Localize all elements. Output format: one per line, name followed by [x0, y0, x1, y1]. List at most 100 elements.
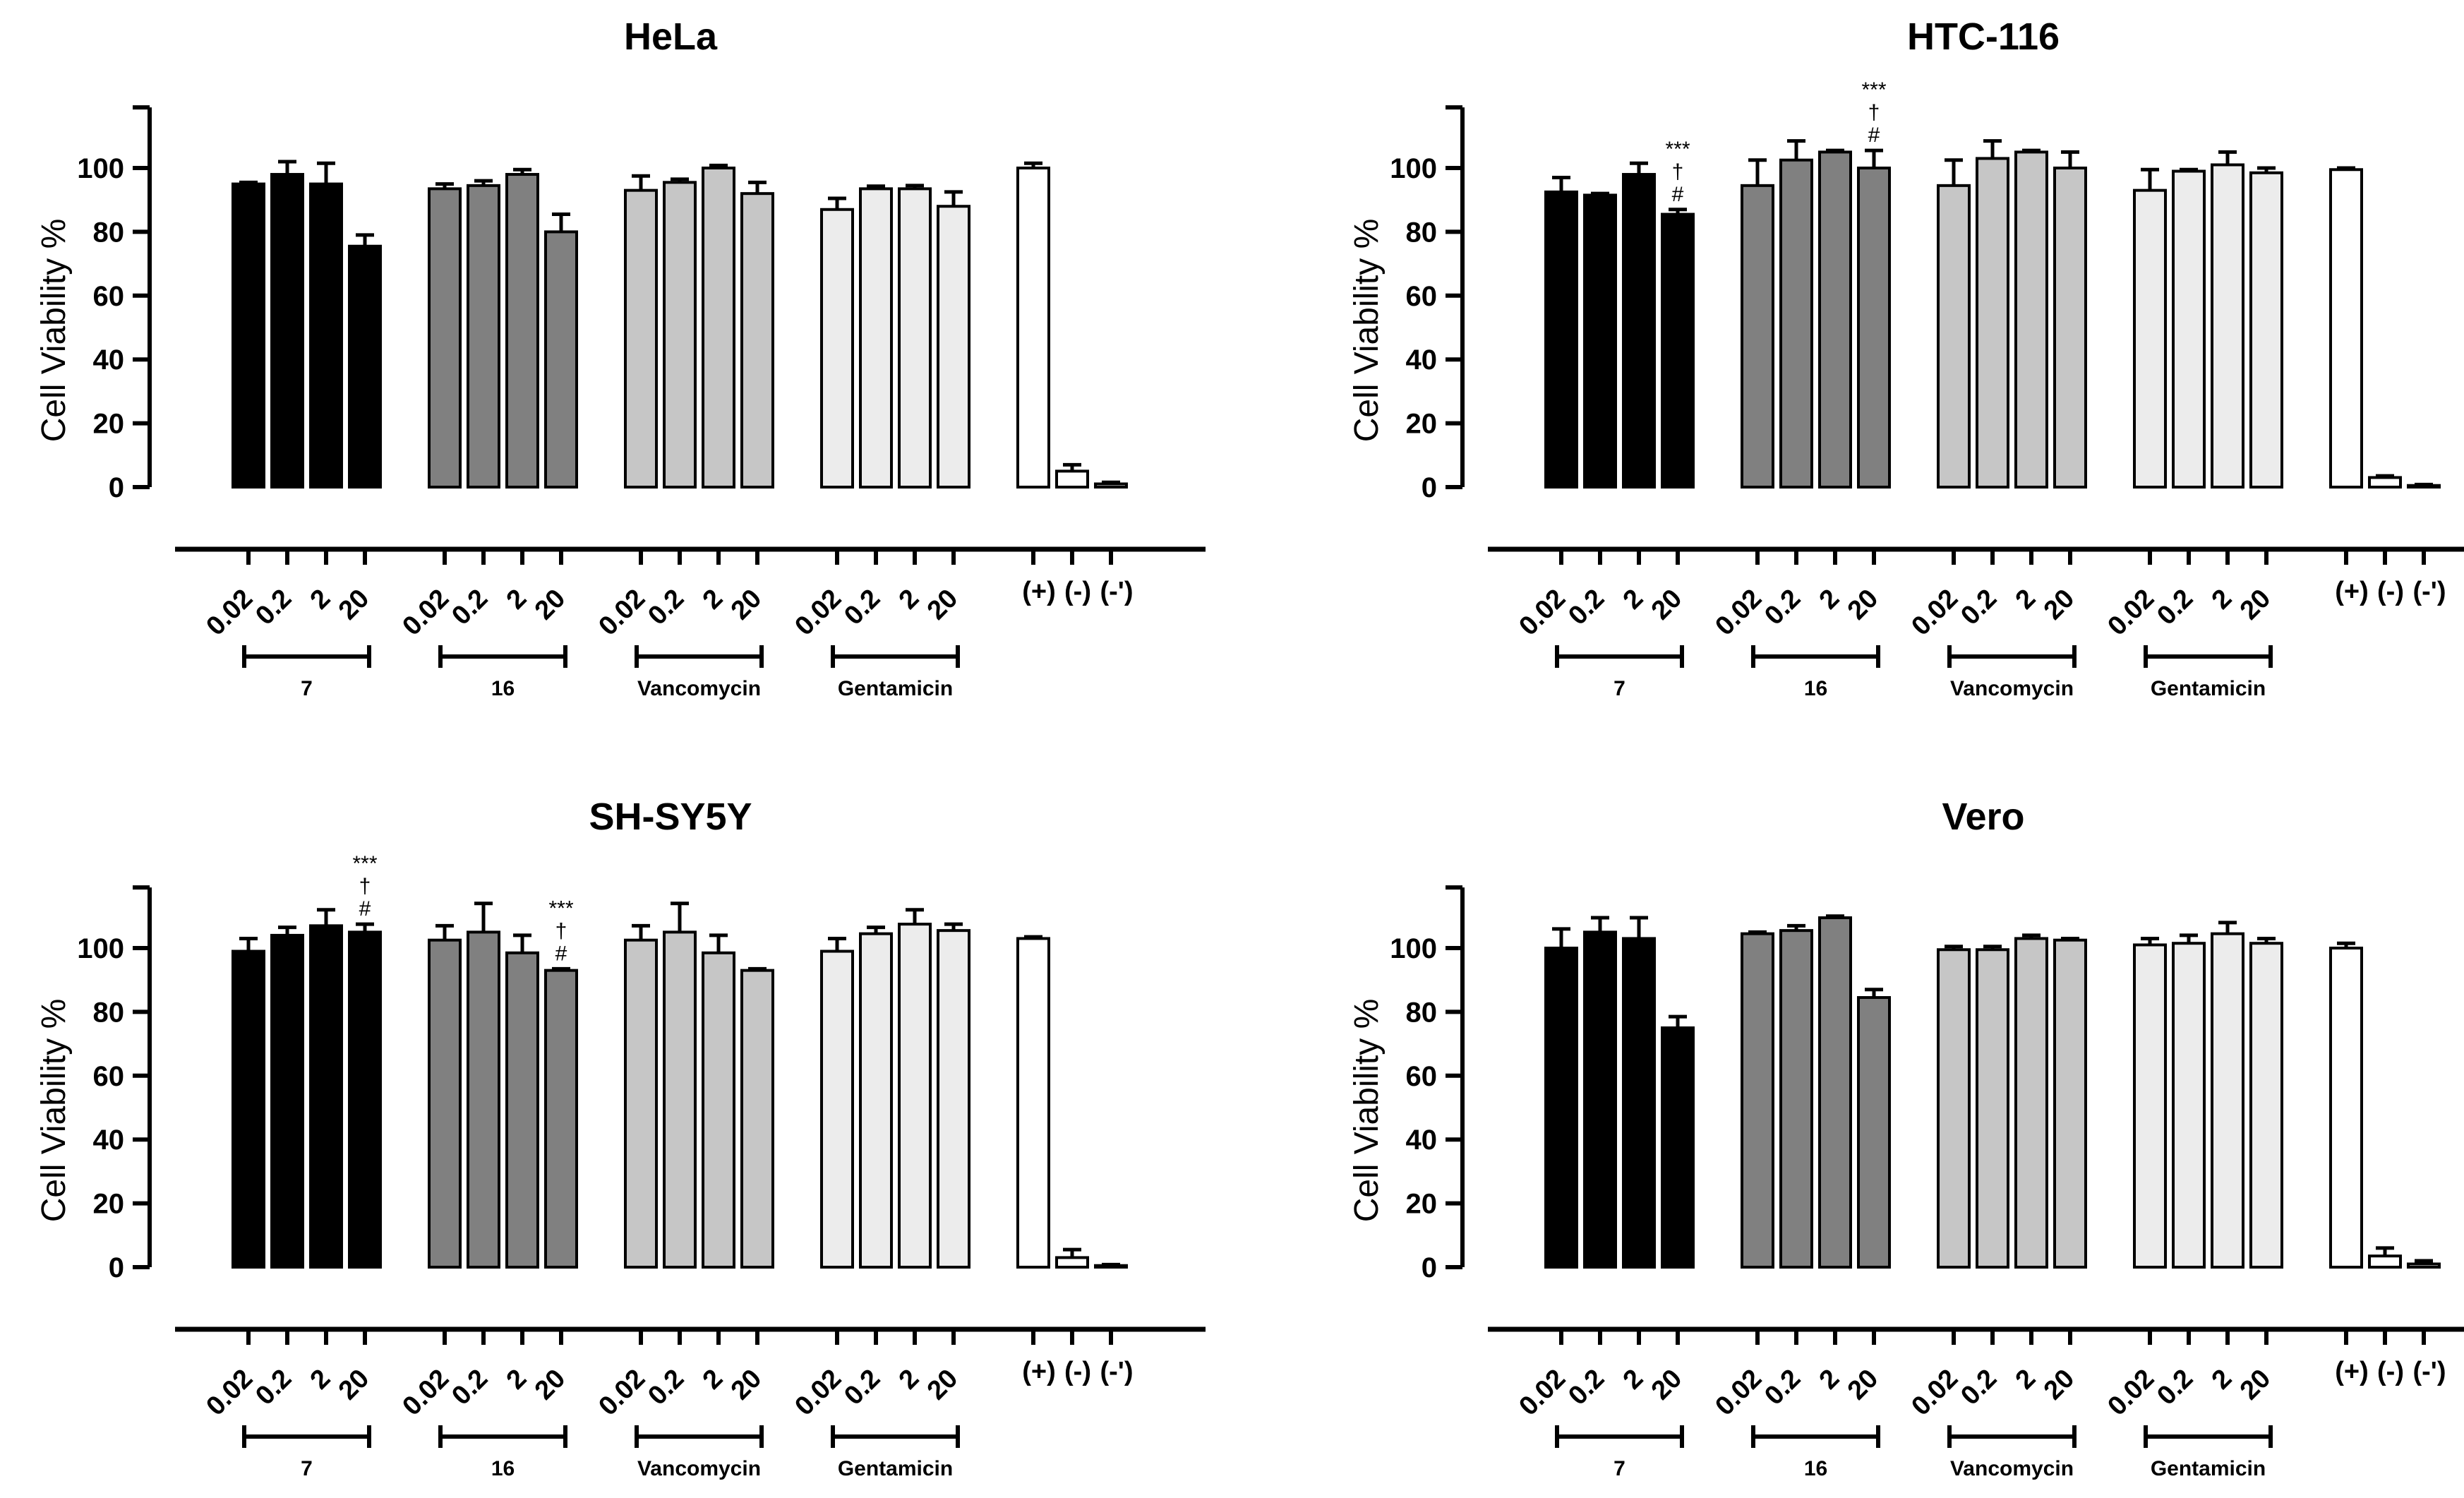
x-tick-label: 0.2 — [250, 584, 297, 631]
bar — [505, 951, 539, 1269]
bar — [467, 930, 500, 1269]
bar — [1583, 193, 1617, 489]
significance-mark: † — [359, 875, 371, 898]
significance-mark: *** — [548, 897, 573, 920]
x-tick-label: 2 — [697, 1364, 729, 1396]
bar — [309, 182, 343, 489]
x-tick-label: 20 — [1646, 1364, 1688, 1406]
bar — [1544, 190, 1578, 489]
group-label: 7 — [1613, 1457, 1625, 1480]
bar — [1857, 996, 1891, 1269]
y-tick-label: 60 — [1406, 1061, 1438, 1092]
x-tick-label: (+) — [2335, 1357, 2369, 1386]
group-label: Gentamicin — [2151, 677, 2266, 700]
bar — [428, 187, 462, 489]
bar — [624, 938, 658, 1269]
chart-title: HTC-116 — [1907, 16, 2060, 58]
x-tick-label: 0.2 — [446, 1364, 493, 1411]
x-tick-label: 0.2 — [446, 584, 493, 631]
x-tick-label: 0.02 — [593, 1364, 651, 1422]
x-tick-label: 20 — [529, 1364, 572, 1406]
bar — [544, 230, 578, 489]
bar — [2053, 167, 2087, 489]
x-tick-label: 0.02 — [1906, 1364, 1964, 1422]
bar — [1055, 1256, 1089, 1269]
bar — [1937, 948, 1971, 1269]
x-tick-label: 20 — [1646, 584, 1688, 626]
x-tick-label: 0.2 — [642, 1364, 690, 1411]
x-tick-label: 20 — [922, 1364, 964, 1406]
x-tick-label: 20 — [2235, 584, 2277, 626]
bar — [1976, 157, 2009, 489]
chart-title: SH-SY5Y — [589, 796, 752, 838]
x-tick-label: 0.02 — [397, 584, 455, 642]
y-tick-label: 100 — [1390, 933, 1437, 964]
x-tick-label: 0.2 — [1759, 1364, 1806, 1411]
bar — [624, 188, 658, 489]
bar — [1857, 167, 1891, 489]
bar — [232, 182, 265, 489]
y-tick-label: 40 — [1406, 344, 1438, 376]
x-tick-label: (-) — [1064, 577, 1091, 606]
bar — [740, 192, 774, 489]
x-tick-label: (-') — [2413, 577, 2446, 606]
bar — [2211, 932, 2244, 1269]
x-tick-label: (+) — [1022, 1357, 1056, 1386]
bar — [1818, 150, 1852, 489]
bar — [1583, 930, 1617, 1269]
x-tick-label: (+) — [1022, 577, 1056, 606]
bar — [2014, 937, 2048, 1269]
group-label: Vancomycin — [1950, 1457, 2074, 1480]
x-tick-label: 0.2 — [642, 584, 690, 631]
bar — [348, 244, 382, 489]
x-tick-label: 2 — [2010, 584, 2042, 616]
group-label: 16 — [1804, 677, 1827, 700]
group-label: Gentamicin — [838, 1457, 953, 1480]
x-tick-label: 0.02 — [1906, 584, 1964, 642]
chart-title: Vero — [1942, 796, 2024, 838]
x-tick-label: 20 — [2235, 1364, 2277, 1406]
x-tick-label: 2 — [894, 1364, 925, 1396]
x-tick-label: 2 — [697, 584, 729, 616]
significance-mark: † — [1868, 101, 1880, 124]
group-label: 7 — [301, 677, 313, 700]
x-tick-label: 20 — [922, 584, 964, 626]
x-tick-label: (-) — [1064, 1357, 1091, 1386]
x-tick-label: 0.02 — [1709, 584, 1767, 642]
significance-mark: *** — [1861, 78, 1886, 102]
bar — [2133, 943, 2167, 1269]
bar — [702, 167, 735, 489]
bar — [2368, 1254, 2402, 1269]
group-label: 16 — [1804, 1457, 1827, 1480]
bar — [2211, 163, 2244, 489]
x-tick-label: 2 — [305, 584, 337, 616]
x-tick-label: 20 — [1842, 1364, 1885, 1406]
y-axis-label: Cell Viability % — [1348, 219, 1386, 443]
x-tick-label: 2 — [894, 584, 925, 616]
y-tick-label: 100 — [77, 153, 124, 184]
x-tick-label: 2 — [501, 1364, 533, 1396]
significance-mark: † — [1672, 160, 1684, 184]
bar — [505, 173, 539, 489]
y-tick-label: 40 — [1406, 1125, 1438, 1156]
x-tick-label: 2 — [1814, 584, 1846, 616]
y-tick-label: 20 — [1406, 409, 1438, 440]
x-tick-label: 0.02 — [200, 584, 258, 642]
y-tick-label: 0 — [1422, 1252, 1437, 1283]
significance-mark: *** — [1665, 138, 1690, 161]
significance-mark: *** — [352, 852, 377, 875]
bar — [859, 187, 893, 489]
x-tick-label: (-') — [1100, 1357, 1134, 1386]
bar — [1741, 184, 1774, 489]
x-tick-label: 0.02 — [200, 1364, 258, 1422]
y-tick-label: 100 — [1390, 153, 1437, 184]
bar — [2407, 1262, 2441, 1269]
bar — [544, 969, 578, 1269]
group-label: Vancomycin — [637, 677, 761, 700]
y-tick-label: 60 — [93, 1061, 125, 1092]
x-tick-label: 2 — [1618, 584, 1649, 616]
